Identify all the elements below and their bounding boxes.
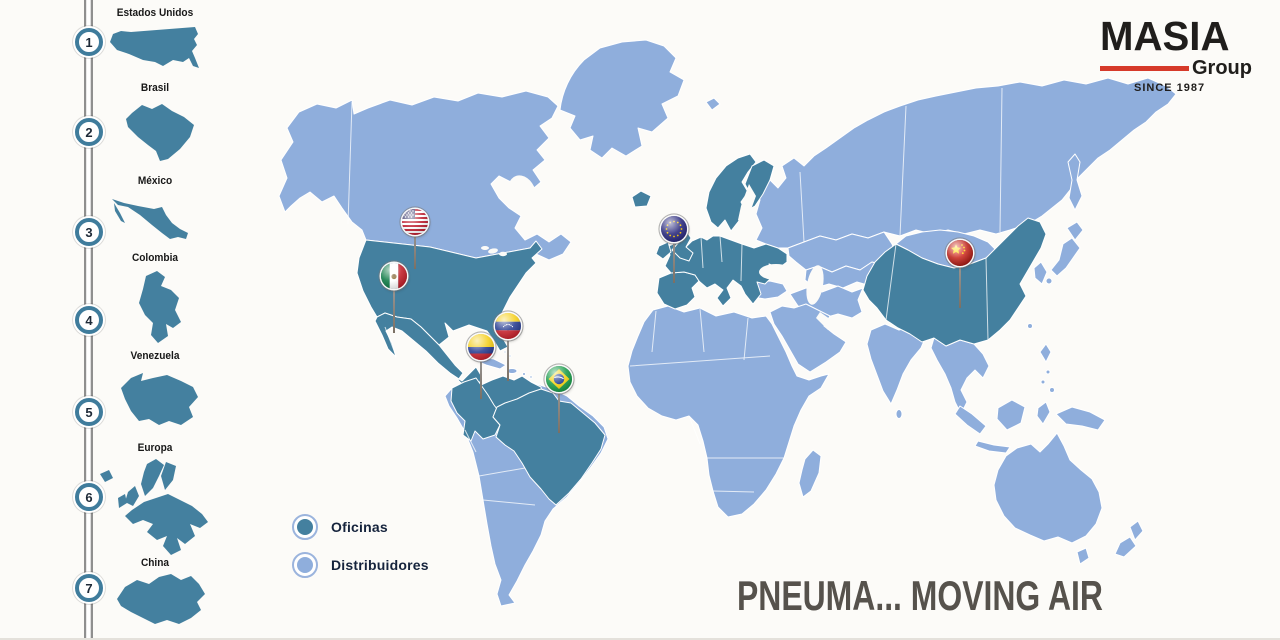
legend-item-distributors: Distribuidores (292, 550, 429, 580)
pin-brazil (546, 366, 572, 433)
map-africa (627, 305, 830, 518)
office-swatch-icon (292, 514, 318, 540)
step-number: 7 (85, 580, 93, 596)
masia-group-logo: MASIA Group SINCE 1987 (1100, 16, 1252, 94)
logo-red-bar (1100, 65, 1189, 71)
china-silhouette-icon (117, 574, 205, 624)
logo-title: MASIA (1100, 13, 1230, 59)
step-badge-1: 1 (75, 28, 103, 56)
mexico-silhouette-icon (112, 199, 188, 239)
map-australia (993, 432, 1103, 544)
map-iberia (656, 271, 700, 310)
map-new-guinea (1055, 406, 1106, 431)
step-number: 1 (85, 34, 93, 50)
pin-stem (558, 380, 560, 433)
map-russia (753, 77, 1177, 249)
map-sumatra (954, 405, 987, 435)
map-greenland (559, 39, 685, 159)
pin-europe (661, 216, 687, 283)
pin-stem (959, 254, 961, 308)
brazil-flag-icon (546, 366, 572, 392)
step-badge-2: 2 (75, 118, 103, 146)
sidebar-label-mexico: México (137, 175, 173, 187)
venezuela-silhouette-icon (121, 373, 198, 425)
step-badge-6: 6 (75, 483, 103, 511)
distributor-swatch-icon (292, 552, 318, 578)
step-number: 4 (85, 312, 93, 328)
usa-silhouette-icon (110, 27, 199, 68)
legend: Oficinas Distribuidores (292, 512, 429, 588)
pin-stem (414, 223, 416, 269)
sidebar-label-venezuela: Venezuela (130, 350, 180, 362)
usa-flag-icon (402, 209, 428, 235)
map-tasmania (1076, 547, 1090, 565)
map-europe-mainland (664, 235, 788, 307)
sidebar-label-estados-unidos: Estados Unidos (116, 7, 194, 19)
step-number: 5 (85, 404, 93, 420)
map-borneo (996, 399, 1026, 431)
venezuela-flag-icon (495, 313, 521, 339)
map-mexico (374, 312, 483, 389)
map-japan (1066, 221, 1084, 241)
step-number: 2 (85, 124, 93, 140)
legend-label: Distribuidores (331, 557, 429, 573)
colombia-flag-icon (468, 334, 494, 360)
brazil-silhouette-icon (126, 104, 194, 161)
pin-colombia (468, 334, 494, 399)
map-iceland (631, 190, 652, 208)
map-china (862, 217, 1047, 347)
china-flag-icon (947, 240, 973, 266)
pin-stem (673, 230, 675, 283)
europe-silhouette-icon (100, 459, 208, 555)
pin-mexico (381, 263, 407, 333)
mexico-flag-icon (381, 263, 407, 289)
eu-flag-icon (661, 216, 687, 242)
pin-china (947, 240, 973, 308)
logo-subtitle: Group (1192, 57, 1252, 79)
map-new-zealand (1129, 520, 1144, 541)
pin-stem (480, 348, 482, 399)
map-korea (1033, 261, 1048, 285)
sidebar-label-china: China (140, 557, 170, 569)
pin-usa (402, 209, 428, 269)
step-number: 3 (85, 224, 93, 240)
colombia-silhouette-icon (139, 271, 181, 343)
tagline: PNEUMA... MOVING AIR (737, 572, 1103, 619)
map-svalbard (705, 97, 721, 111)
legend-item-offices: Oficinas (292, 512, 429, 542)
map-southeast-asia (930, 337, 990, 415)
map-java (974, 440, 1011, 454)
map-cuba (476, 356, 507, 370)
step-badge-7: 7 (75, 574, 103, 602)
map-philippines (1039, 343, 1052, 363)
sidebar-label-europa: Europa (137, 442, 173, 454)
logo-line: Group (1100, 58, 1252, 78)
map-brazil (492, 388, 606, 506)
bottom-divider (0, 638, 1280, 640)
legend-label: Oficinas (331, 519, 388, 535)
step-number: 6 (85, 489, 93, 505)
step-badge-5: 5 (75, 398, 103, 426)
logo-since: SINCE 1987 (1134, 82, 1206, 94)
sidebar-label-brasil: Brasil (140, 82, 170, 94)
step-badge-3: 3 (75, 218, 103, 246)
pin-stem (393, 277, 395, 333)
pin-stem (507, 327, 509, 381)
map-madagascar (798, 449, 822, 498)
map-ireland (655, 241, 672, 260)
map-sakhalin (1067, 153, 1083, 211)
sidebar-label-colombia: Colombia (131, 252, 179, 264)
step-badge-4: 4 (75, 306, 103, 334)
map-sulawesi (1036, 401, 1051, 425)
pin-venezuela (495, 313, 521, 381)
